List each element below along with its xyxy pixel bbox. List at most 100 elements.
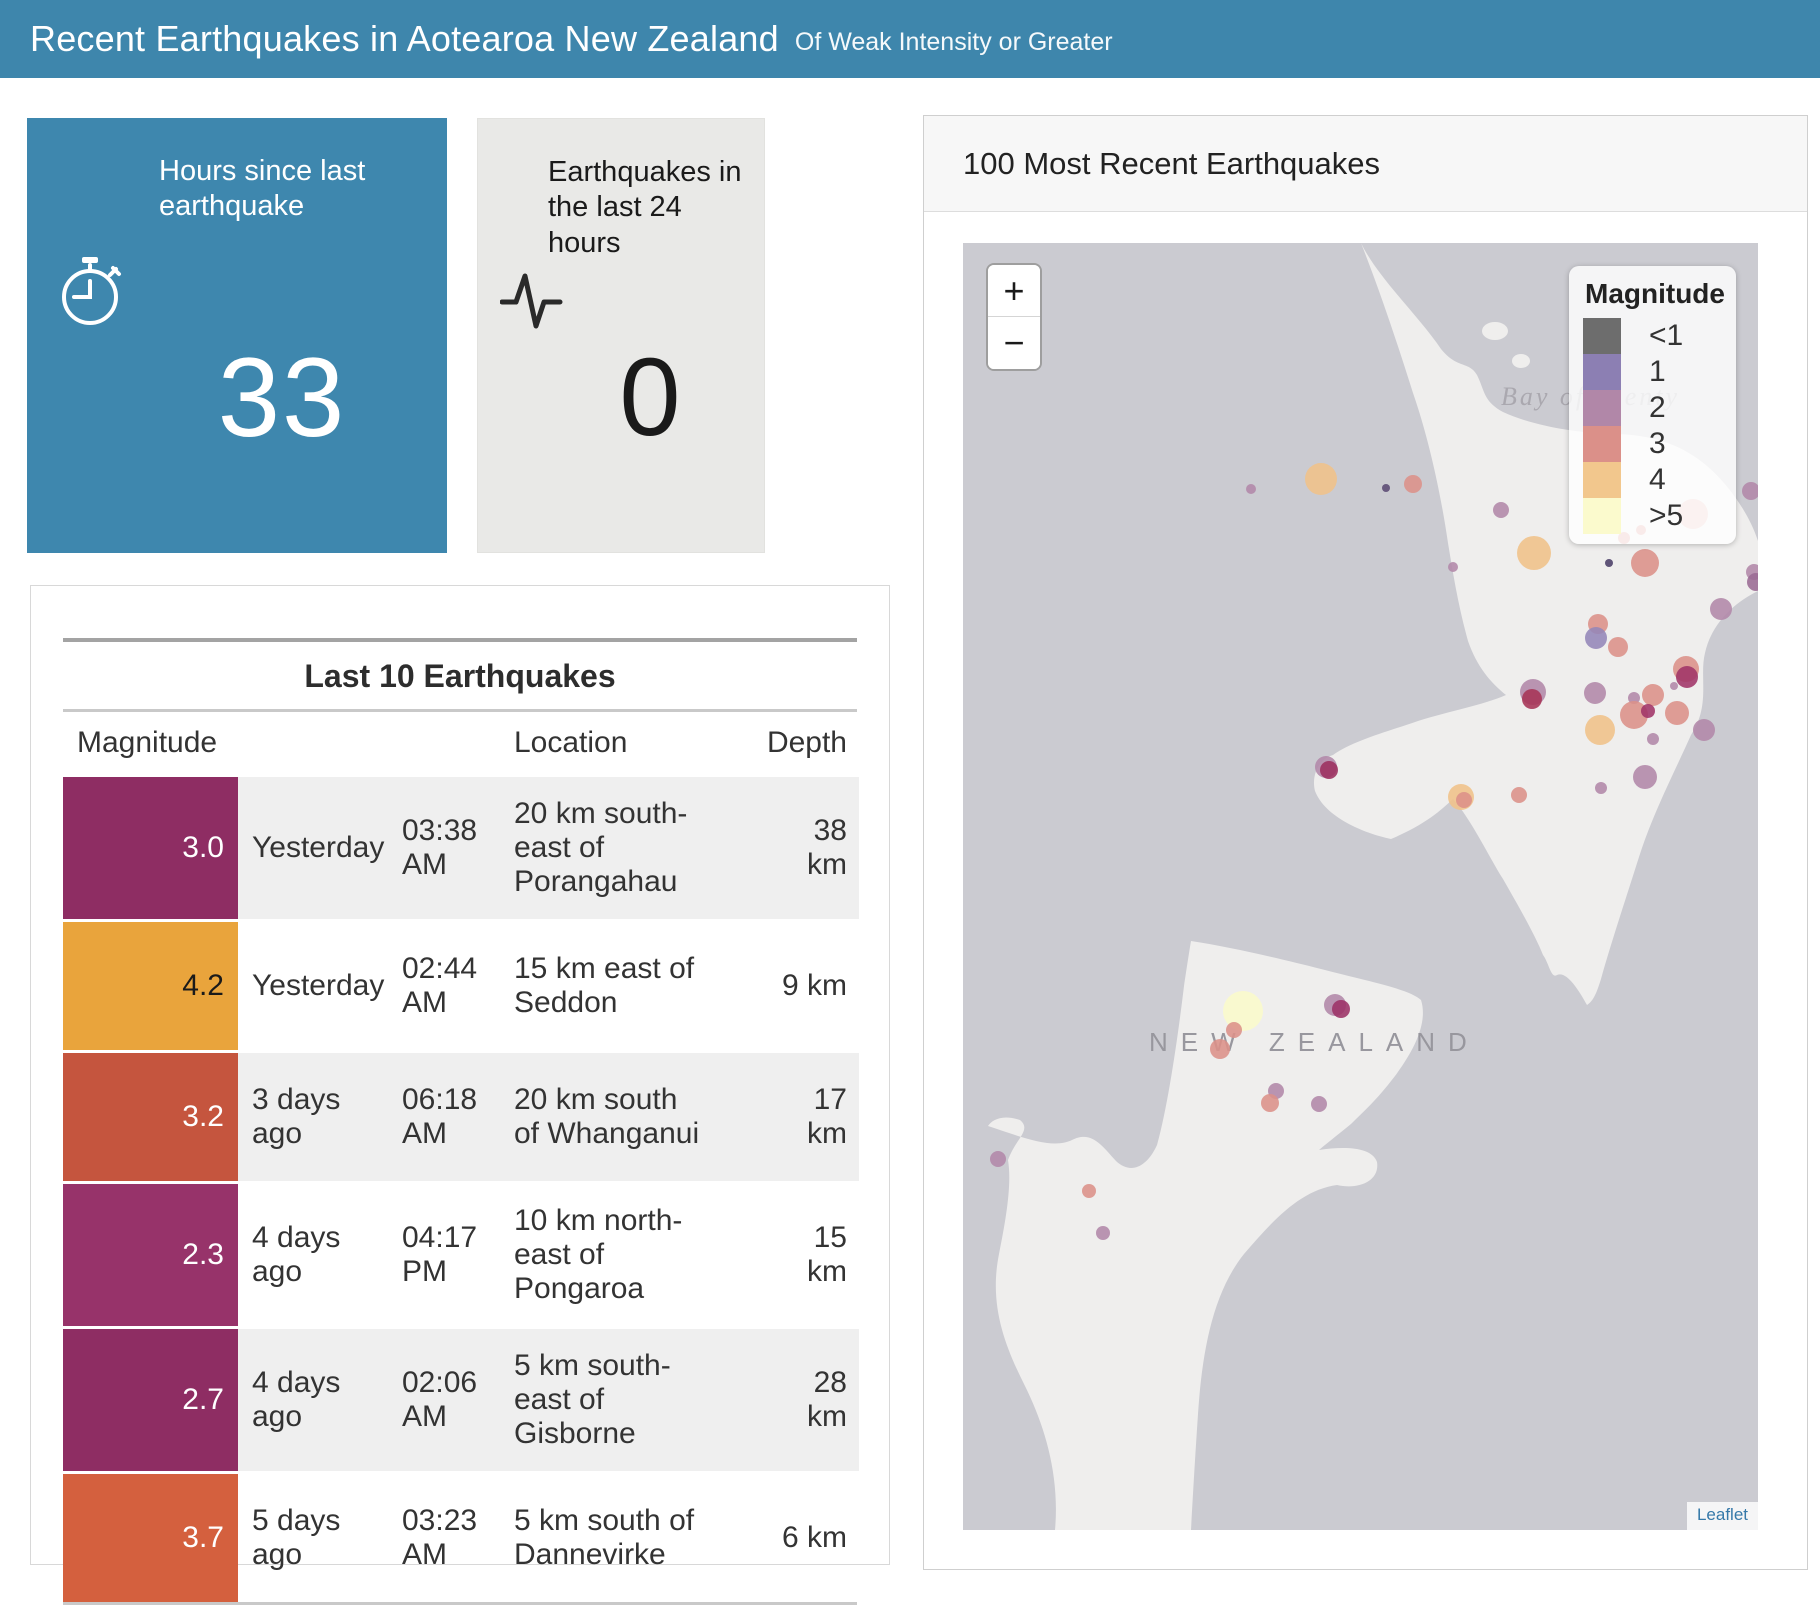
earthquake-marker[interactable] bbox=[1517, 536, 1551, 570]
magnitude-cell: 3.2 bbox=[63, 1053, 238, 1181]
earthquake-marker[interactable] bbox=[1585, 627, 1607, 649]
earthquake-marker[interactable] bbox=[1631, 549, 1659, 577]
earthquake-marker[interactable] bbox=[1628, 692, 1640, 704]
legend-title: Magnitude bbox=[1585, 278, 1725, 309]
legend-item: 4 bbox=[1583, 462, 1736, 498]
legend-swatch bbox=[1583, 354, 1621, 390]
legend-item: 1 bbox=[1583, 354, 1736, 390]
location-cell: 15 km east of Seddon bbox=[514, 952, 695, 1019]
leaflet-map[interactable]: Bay of Plenty NEW ZEALAND + − Magnitude … bbox=[963, 243, 1758, 1530]
earthquake-marker[interactable] bbox=[1382, 484, 1390, 492]
table-rule bbox=[63, 709, 857, 712]
legend-swatch bbox=[1583, 390, 1621, 426]
table-title: Last 10 Earthquakes bbox=[304, 658, 616, 694]
legend-item: >5 bbox=[1583, 498, 1736, 534]
pulse-icon bbox=[499, 264, 570, 340]
legend-swatch bbox=[1583, 318, 1621, 354]
earthquake-marker[interactable] bbox=[1210, 1039, 1230, 1059]
time-cell: 02:06 AM bbox=[388, 1329, 500, 1471]
map-panel-title: 100 Most Recent Earthquakes bbox=[963, 145, 1381, 181]
location-cell: 5 km south-east of Gisborne bbox=[500, 1329, 715, 1471]
island bbox=[1512, 354, 1530, 368]
earthquake-marker[interactable] bbox=[1584, 682, 1606, 704]
depth-cell: 9 km bbox=[781, 969, 847, 1002]
when-cell: 4 days ago bbox=[252, 1221, 341, 1288]
location-cell: 10 km north-east of Pongaroa bbox=[514, 1204, 683, 1305]
depth-cell: 15 km bbox=[807, 1221, 847, 1288]
earthquake-marker[interactable] bbox=[990, 1151, 1006, 1167]
earthquake-marker[interactable] bbox=[1676, 666, 1698, 688]
legend-swatch bbox=[1583, 498, 1621, 534]
when-cell: Yesterday bbox=[238, 777, 388, 919]
earthquake-marker[interactable] bbox=[1404, 475, 1422, 493]
earthquake-marker[interactable] bbox=[1747, 573, 1758, 591]
page-title: Recent Earthquakes in Aotearoa New Zeala… bbox=[30, 18, 779, 59]
earthquake-marker[interactable] bbox=[1633, 765, 1657, 789]
leaflet-attribution-link[interactable]: Leaflet bbox=[1696, 1505, 1748, 1524]
time-cell: 03:38 AM bbox=[388, 777, 500, 919]
earthquake-marker[interactable] bbox=[1311, 1096, 1327, 1112]
location-cell: 20 km south of Whanganui bbox=[500, 1053, 715, 1181]
earthquake-marker[interactable] bbox=[1595, 782, 1607, 794]
earthquake-marker[interactable] bbox=[1522, 689, 1542, 709]
hours-since-card: Hours since last earthquake 33 bbox=[27, 118, 447, 553]
earthquake-marker[interactable] bbox=[1456, 792, 1472, 808]
legend-item: <1 bbox=[1583, 318, 1736, 354]
zoom-in-button[interactable]: + bbox=[988, 265, 1040, 317]
magnitude-cell: 2.3 bbox=[63, 1184, 238, 1326]
hours-since-value: 33 bbox=[217, 335, 347, 460]
earthquake-marker[interactable] bbox=[1096, 1226, 1110, 1240]
depth-cell: 28 km bbox=[715, 1329, 859, 1471]
legend-label: 1 bbox=[1649, 355, 1666, 388]
app-header: Recent Earthquakes in Aotearoa New Zeala… bbox=[0, 0, 1820, 78]
earthquake-marker[interactable] bbox=[1647, 733, 1659, 745]
earthquake-marker[interactable] bbox=[1710, 598, 1732, 620]
recent-earthquakes-map-panel: 100 Most Recent Earthquakes Bay of Plent… bbox=[923, 115, 1808, 1570]
legend-item: 2 bbox=[1583, 390, 1736, 426]
earthquake-marker[interactable] bbox=[1605, 559, 1613, 567]
page-subtitle: Of Weak Intensity or Greater bbox=[794, 27, 1113, 56]
magnitude-legend: Magnitude <1 1 2 3 4 >5 bbox=[1569, 266, 1736, 544]
earthquake-marker[interactable] bbox=[1226, 1022, 1242, 1038]
magnitude-cell: 2.7 bbox=[63, 1329, 238, 1471]
last24-card: Earthquakes in the last 24 hours 0 bbox=[477, 118, 765, 553]
earthquake-marker[interactable] bbox=[1511, 787, 1527, 803]
legend-label: <1 bbox=[1649, 319, 1684, 352]
earthquake-marker[interactable] bbox=[1448, 562, 1458, 572]
stopwatch-icon bbox=[57, 253, 127, 329]
earthquake-marker[interactable] bbox=[1246, 484, 1256, 494]
zoom-out-button[interactable]: − bbox=[988, 317, 1040, 369]
depth-cell: 17 km bbox=[715, 1053, 859, 1181]
legend-swatch bbox=[1583, 462, 1621, 498]
location-cell: 5 km south of Dannevirke bbox=[514, 1504, 695, 1571]
map-basemap: Bay of Plenty NEW ZEALAND bbox=[963, 243, 1758, 1530]
north-island-landmass bbox=[1313, 243, 1758, 1005]
earthquake-marker[interactable] bbox=[1670, 682, 1678, 690]
earthquake-marker[interactable] bbox=[1493, 502, 1509, 518]
earthquake-marker[interactable] bbox=[1642, 684, 1664, 706]
earthquake-marker[interactable] bbox=[1223, 991, 1263, 1031]
time-cell: 03:23 AM bbox=[402, 1504, 478, 1571]
time-cell: 02:44 AM bbox=[402, 952, 478, 1019]
map-panel-header: 100 Most Recent Earthquakes bbox=[924, 116, 1807, 212]
new-zealand-label: NEW ZEALAND bbox=[1149, 1027, 1480, 1057]
earthquake-marker[interactable] bbox=[1585, 715, 1615, 745]
earthquake-table: Magnitude Location Depth 3.0 Yesterday 03:… bbox=[63, 712, 859, 1602]
earthquake-marker[interactable] bbox=[1608, 637, 1628, 657]
earthquake-marker[interactable] bbox=[1332, 1000, 1350, 1018]
last24-value: 0 bbox=[619, 336, 683, 459]
legend-label: 4 bbox=[1649, 463, 1666, 496]
earthquake-marker[interactable] bbox=[1641, 704, 1655, 718]
earthquake-marker[interactable] bbox=[1320, 761, 1338, 779]
earthquake-marker[interactable] bbox=[1305, 463, 1337, 495]
earthquake-marker[interactable] bbox=[1693, 719, 1715, 741]
hours-since-label: Hours since last earthquake bbox=[159, 155, 366, 223]
table-top-rule bbox=[63, 638, 857, 642]
magnitude-cell: 3.7 bbox=[63, 1474, 238, 1602]
earthquake-marker[interactable] bbox=[1742, 482, 1758, 500]
earthquake-marker[interactable] bbox=[1082, 1184, 1096, 1198]
earthquake-marker[interactable] bbox=[1620, 701, 1648, 729]
earthquake-marker[interactable] bbox=[1261, 1094, 1279, 1112]
earthquake-marker[interactable] bbox=[1665, 701, 1689, 725]
